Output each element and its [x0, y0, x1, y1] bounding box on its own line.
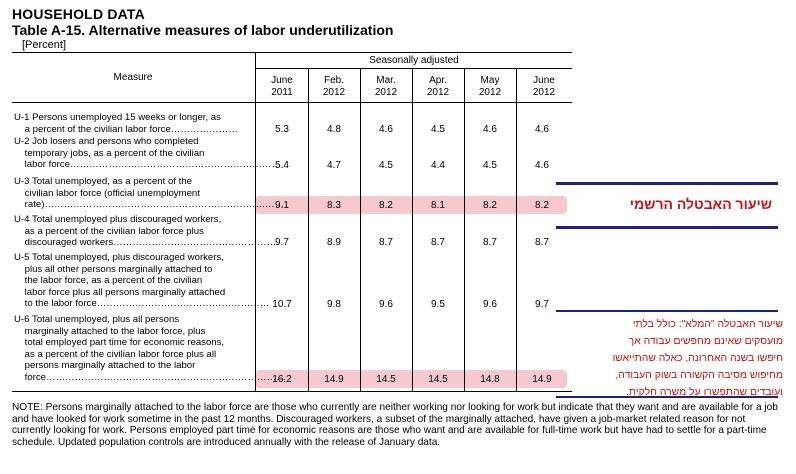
- annotation-line-full-top: [556, 310, 778, 312]
- col-header-4: Apr. 2012: [426, 75, 450, 98]
- value-cell: 8.2: [535, 200, 549, 211]
- value-cell: 4.5: [379, 160, 393, 171]
- row-label-u3: U-3 Total unemployed, as a percent of th…: [14, 176, 285, 211]
- row-label-u4: U-4 Total unemployed plus discouraged wo…: [14, 214, 277, 249]
- value-cell: 5.3: [275, 124, 289, 135]
- value-cell: 8.1: [431, 200, 445, 211]
- annotation-official-rate: שיעור האבטלה הרשמי: [629, 196, 772, 212]
- value-cell: 14.5: [376, 374, 396, 385]
- value-cell: 8.7: [379, 237, 393, 248]
- value-cell: 4.5: [431, 124, 445, 135]
- value-cell: 14.5: [428, 374, 448, 385]
- col-header-5: May 2012: [478, 75, 502, 98]
- annotation-line-bottom: [556, 226, 778, 229]
- value-cell: 9.6: [379, 299, 393, 310]
- annotation-line-top: [556, 182, 778, 185]
- value-cell: 8.2: [483, 200, 497, 211]
- annotation-full-rate: שיעור האבטלה "המלא": כולל בלתי מועסקים ש…: [612, 319, 783, 398]
- value-cell: 4.6: [535, 124, 549, 135]
- col-rule-3: [412, 69, 413, 392]
- value-cell: 8.7: [431, 237, 445, 248]
- value-cell: 9.7: [275, 237, 289, 248]
- value-cell: 8.7: [535, 237, 549, 248]
- seasonally-adjusted-header: Seasonally adjusted: [369, 55, 459, 66]
- measure-col-rule: [255, 52, 256, 392]
- col-header-6: June 2012: [532, 75, 556, 98]
- highlight-u3-row: [255, 196, 567, 214]
- unit-label: [Percent]: [22, 39, 67, 51]
- value-cell: 10.7: [272, 299, 292, 310]
- col-rule-4: [464, 69, 465, 392]
- table-bottom-rule: [12, 391, 572, 392]
- value-cell: 4.8: [327, 124, 341, 135]
- annotation-line-full-bottom: [556, 396, 778, 398]
- value-cell: 4.6: [483, 124, 497, 135]
- value-cell: 8.2: [379, 200, 393, 211]
- table-title: Table A-15. Alternative measures of labo…: [12, 22, 394, 38]
- row-label-u1: U-1 Persons unemployed 15 weeks or longe…: [14, 112, 238, 135]
- highlight-u6-row: [255, 370, 567, 388]
- row-label-u6: U-6 Total unemployed, plus all persons m…: [14, 314, 286, 383]
- value-cell: 14.9: [532, 374, 552, 385]
- value-cell: 4.6: [535, 160, 549, 171]
- measure-header: Measure: [113, 72, 153, 83]
- value-cell: 4.4: [431, 160, 445, 171]
- value-cell: 8.9: [327, 237, 341, 248]
- col-header-3: Mar. 2012: [374, 75, 398, 98]
- value-cell: 9.7: [535, 299, 549, 310]
- value-cell: 8.7: [483, 237, 497, 248]
- value-cell: 14.8: [480, 374, 500, 385]
- group-header-rule: [256, 68, 572, 69]
- col-header-1: June 2011: [271, 75, 293, 98]
- value-cell: 4.5: [483, 160, 497, 171]
- value-cell: 8.3: [327, 200, 341, 211]
- col-rule-5: [516, 69, 517, 392]
- section-title: HOUSEHOLD DATA: [12, 6, 145, 22]
- value-cell: 9.8: [327, 299, 341, 310]
- value-cell: 9.6: [483, 299, 497, 310]
- col-rule-1: [308, 69, 309, 392]
- value-cell: 4.6: [379, 124, 393, 135]
- table-top-rule: [12, 52, 572, 53]
- data-table: Measure Seasonally adjusted June 2011 Feb…: [12, 52, 572, 392]
- col-header-2: Feb. 2012: [322, 75, 346, 98]
- value-cell: 9.1: [275, 200, 289, 211]
- table-note: NOTE: Persons marginally attached to the…: [12, 402, 778, 448]
- row-label-u5: U-5 Total unemployed, plus discouraged w…: [14, 252, 270, 310]
- col-rule-2: [360, 69, 361, 392]
- header-bottom-rule: [12, 102, 572, 103]
- value-cell: 14.9: [324, 374, 344, 385]
- value-cell: 16.2: [272, 374, 292, 385]
- value-cell: 9.5: [431, 299, 445, 310]
- value-cell: 4.7: [327, 160, 341, 171]
- row-label-u2: U-2 Job losers and persons who completed…: [14, 136, 282, 171]
- value-cell: 5.4: [275, 160, 289, 171]
